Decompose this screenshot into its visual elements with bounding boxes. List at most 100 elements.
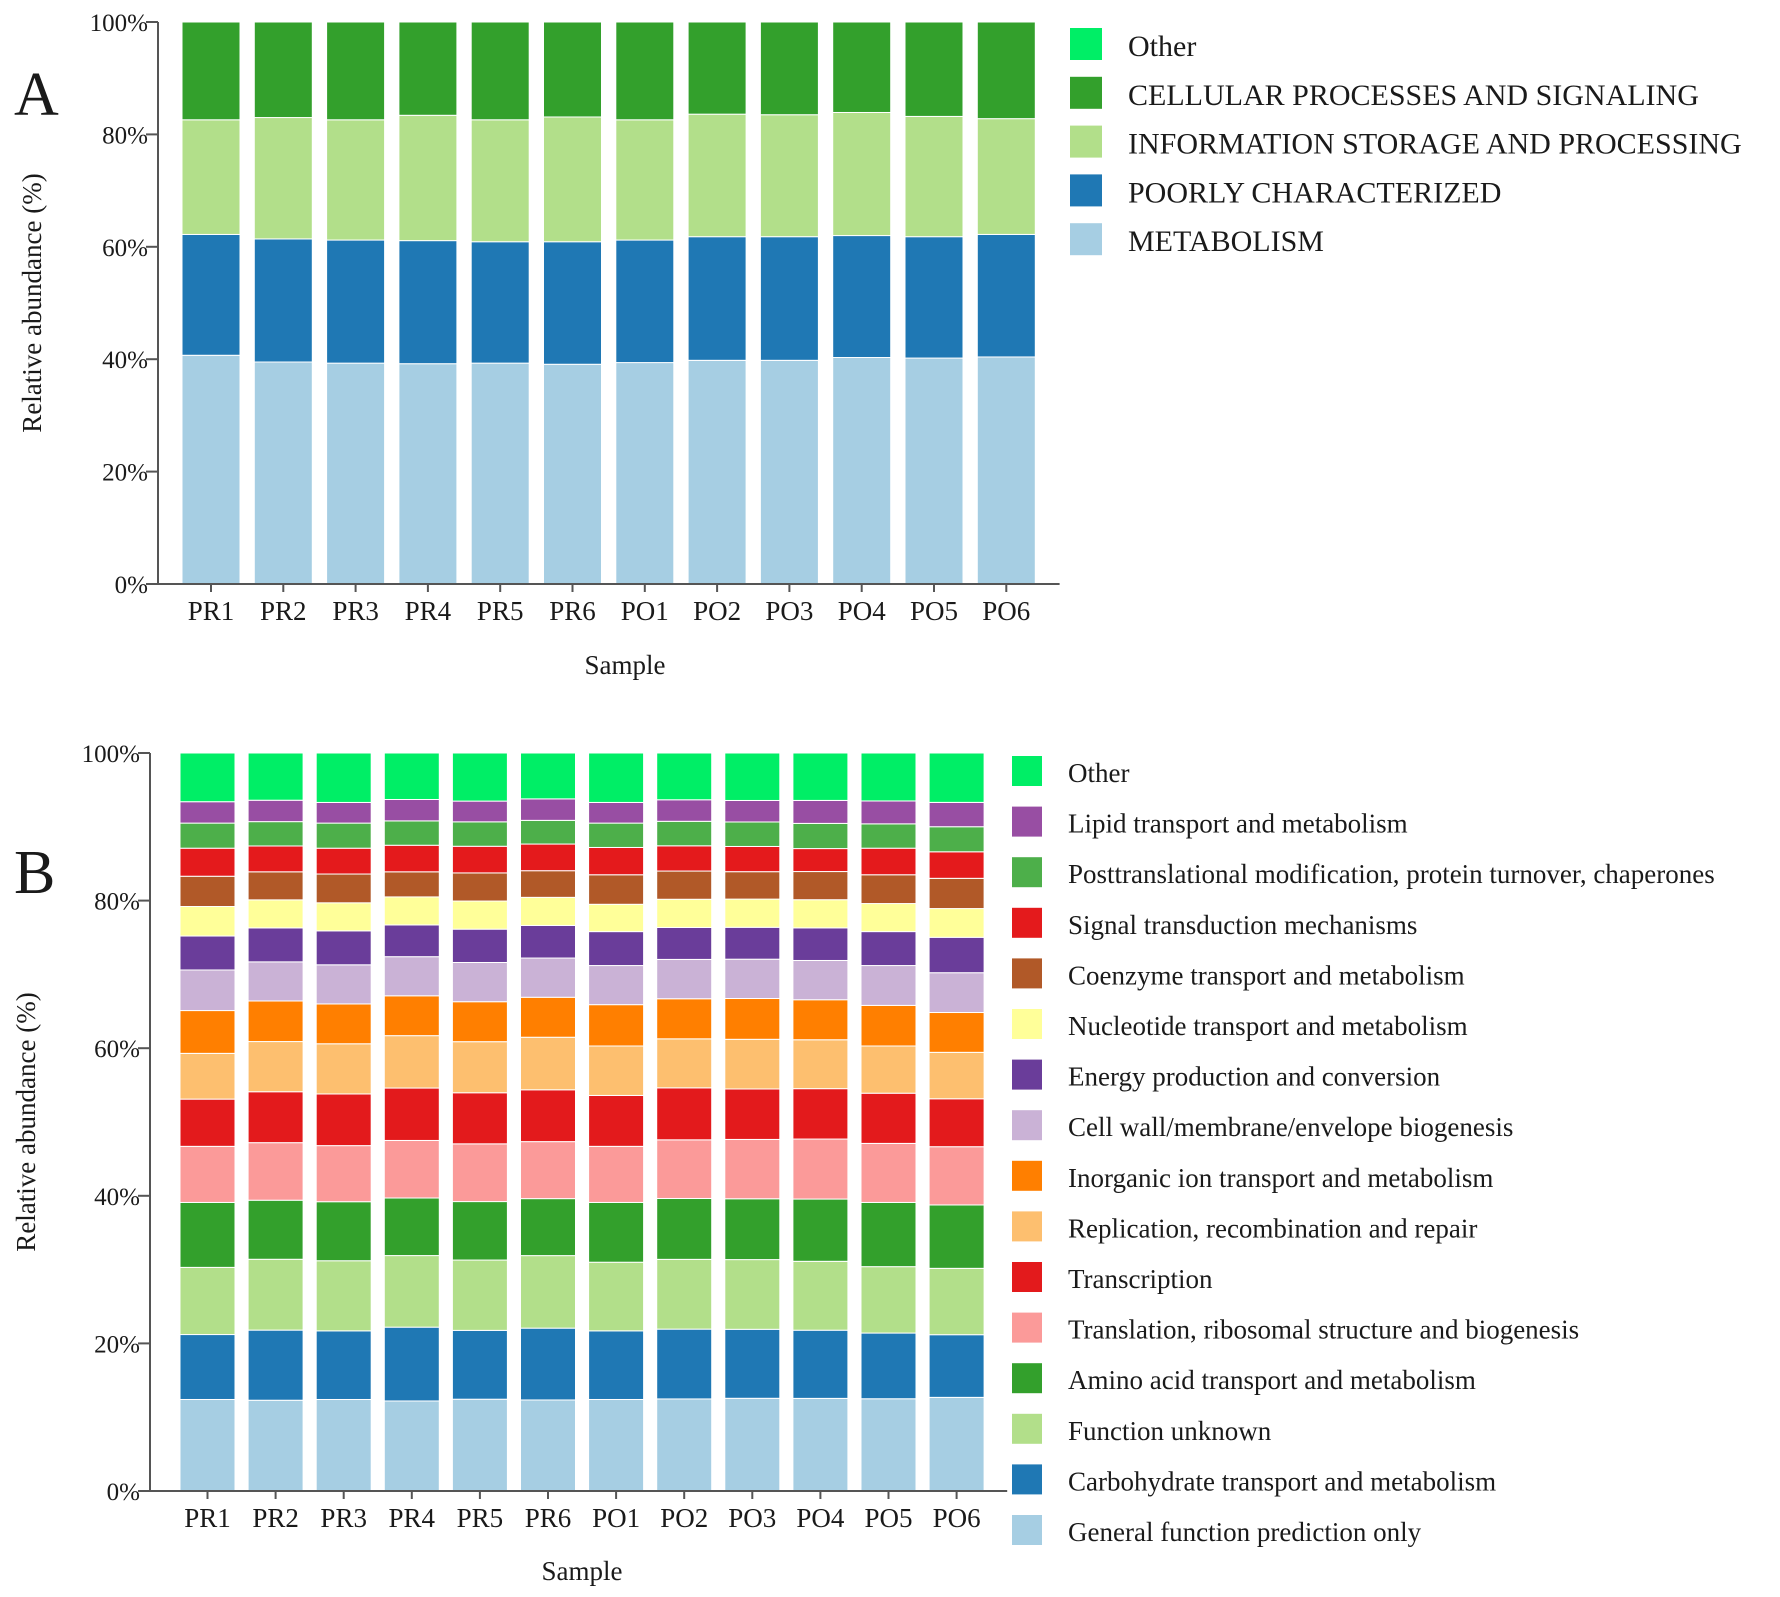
legend-label-b-replication-recombination-and-repair: Replication, recombination and repair [1068,1213,1477,1243]
bar-b-pr3-replication-recombination-and-repair [315,1043,372,1095]
x-axis-title-b: Sample [542,1556,623,1586]
legend-label-b-signal-transduction-mechanisms: Signal transduction mechanisms [1068,910,1417,940]
bar-a-pr3-cellular-processes-and-signaling [326,21,386,121]
bar-b-po6-replication-recombination-and-repair [928,1051,985,1100]
bar-b-pr2-other [247,752,304,801]
bar-b-pr5-transcription [451,1092,508,1145]
legend-label-b-posttranslational-modification-protein-turnover-chaperones: Posttranslational modification, protein … [1068,859,1715,889]
bar-b-pr4-lipid-transport-and-metabolism [383,798,440,822]
bar-b-po4-general-function-prediction-only [792,1397,849,1492]
bar-a-po4-information-storage-and-processing [832,111,892,237]
bar-b-po6-translation-ribosomal-structure-and-biogenesis [928,1146,985,1206]
x-tick-label-a-po2: PO2 [693,596,741,626]
bar-b-po1-replication-recombination-and-repair [588,1045,645,1096]
bar-a-pr3-metabolism [326,362,386,585]
bar-a-po3-cellular-processes-and-signaling [759,21,819,116]
bar-b-po6-general-function-prediction-only [928,1396,985,1492]
bar-b-po1-energy-production-and-conversion [588,931,645,967]
bar-b-po2-lipid-transport-and-metabolism [656,799,713,822]
bar-a-po2-cellular-processes-and-signaling [687,21,747,115]
bar-b-po5-general-function-prediction-only [860,1398,917,1492]
bar-b-po6-other [928,752,985,803]
bar-b-pr5-coenzyme-transport-and-metabolism [451,872,508,902]
bar-b-pr5-nucleotide-transport-and-metabolism [451,900,508,930]
x-tick-label-a-po1: PO1 [621,596,669,626]
x-tick-label-a-po3: PO3 [765,596,813,626]
bar-a-po6-information-storage-and-processing [976,118,1036,235]
bar-b-pr6-transcription [520,1089,576,1143]
bar-b-pr6-function-unknown [520,1255,576,1329]
bar-b-po5-function-unknown [860,1266,917,1334]
legend-label-a-metabolism: METABOLISM [1128,225,1324,258]
x-tick-label-a-po4: PO4 [838,596,887,626]
bar-b-po4-posttranslational-modification-protein-turnover-chaperones [792,822,849,850]
bar-b-pr3-carbohydrate-transport-and-metabolism [315,1330,372,1400]
bar-b-pr4-cell-wall-membrane-envelope-biogenesis [383,956,440,997]
bar-b-pr5-amino-acid-transport-and-metabolism [451,1201,508,1261]
bar-a-po2-poorly-characterized [687,236,747,361]
y-tick-label-b: 100% [82,741,140,768]
legend-swatch-b-inorganic-ion-transport-and-metabolism [1012,1160,1042,1191]
x-tick-label-a-pr5: PR5 [477,596,524,626]
bar-b-po1-transcription [588,1094,645,1147]
bar-b-po6-posttranslational-modification-protein-turnover-chaperones [928,826,985,853]
legend-label-b-energy-production-and-conversion: Energy production and conversion [1068,1062,1441,1092]
bar-b-po6-signal-transduction-mechanisms [928,851,985,879]
bar-b-po3-other [724,752,781,801]
bar-b-po1-cell-wall-membrane-envelope-biogenesis [588,965,645,1006]
x-tick-label-b-po3: PO3 [728,1503,776,1533]
bar-b-pr4-coenzyme-transport-and-metabolism [383,871,440,898]
legend-swatch-b-replication-recombination-and-repair [1012,1211,1042,1242]
bar-b-pr5-inorganic-ion-transport-and-metabolism [451,1001,508,1043]
bar-b-pr2-amino-acid-transport-and-metabolism [247,1199,304,1260]
bar-a-pr2-poorly-characterized [253,238,313,363]
bar-b-po6-amino-acid-transport-and-metabolism [928,1204,985,1269]
bar-b-pr5-lipid-transport-and-metabolism [451,800,508,823]
bar-b-pr4-replication-recombination-and-repair [383,1035,440,1089]
bar-b-pr3-function-unknown [315,1260,372,1332]
y-tick-label-b: 0% [107,1479,140,1506]
bar-b-pr5-general-function-prediction-only [451,1398,508,1492]
x-tick-label-a-po6: PO6 [982,596,1030,626]
bar-b-po6-lipid-transport-and-metabolism [928,801,985,828]
bar-b-po1-function-unknown [588,1261,645,1332]
bar-b-pr4-translation-ribosomal-structure-and-biogenesis [383,1139,440,1199]
bar-b-pr2-signal-transduction-mechanisms [247,845,304,873]
bar-b-pr4-amino-acid-transport-and-metabolism [383,1197,440,1257]
legend-swatch-b-lipid-transport-and-metabolism [1012,806,1042,837]
bar-a-po1-cellular-processes-and-signaling [615,21,675,121]
bar-b-pr6-nucleotide-transport-and-metabolism [520,896,576,926]
legend-swatch-b-transcription [1012,1262,1042,1292]
bar-b-po3-posttranslational-modification-protein-turnover-chaperones [724,821,781,847]
legend-swatch-b-signal-transduction-mechanisms [1012,907,1042,938]
bar-b-pr2-energy-production-and-conversion [247,927,304,963]
bar-b-pr2-inorganic-ion-transport-and-metabolism [247,1000,304,1043]
bar-b-pr4-posttranslational-modification-protein-turnover-chaperones [383,820,440,846]
bar-b-po3-carbohydrate-transport-and-metabolism [724,1328,781,1399]
bar-a-pr2-information-storage-and-processing [253,117,313,240]
bar-a-po3-poorly-characterized [759,236,819,361]
bar-b-po4-inorganic-ion-transport-and-metabolism [792,999,849,1041]
bar-b-pr1-energy-production-and-conversion [179,935,236,971]
chart-b: 0% 20% 40% 60% 80% 100% PR1 PR2 PR3 PR4 PR5 PR6 PO1 P… [11,741,1715,1586]
legend-swatch-b-translation-ribosomal-structure-and-biogenesis [1012,1312,1042,1343]
bar-b-po3-translation-ribosomal-structure-and-biogenesis [724,1138,781,1200]
x-tick-label-b-pr4: PR4 [389,1503,436,1533]
x-tick-label-a-pr3: PR3 [332,596,379,626]
bar-b-pr2-nucleotide-transport-and-metabolism [247,899,304,929]
bar-b-po4-amino-acid-transport-and-metabolism [792,1198,849,1262]
bar-a-pr1-poorly-characterized [181,233,241,356]
bar-b-po6-nucleotide-transport-and-metabolism [928,908,985,938]
bar-a-po4-cellular-processes-and-signaling [832,21,892,113]
bar-b-pr6-amino-acid-transport-and-metabolism [520,1198,576,1257]
bar-a-po5-metabolism [904,357,964,585]
bar-b-po6-function-unknown [928,1267,985,1336]
bar-b-po2-energy-production-and-conversion [656,926,713,960]
bar-b-pr2-transcription [247,1091,304,1144]
bar-b-po3-function-unknown [724,1259,781,1330]
legend-swatch-b-amino-acid-transport-and-metabolism [1012,1363,1042,1394]
bar-a-po3-metabolism [759,359,819,585]
bar-b-pr5-replication-recombination-and-repair [451,1041,508,1094]
legend-label-b-inorganic-ion-transport-and-metabolism: Inorganic ion transport and metabolism [1068,1163,1493,1193]
bar-b-po3-general-function-prediction-only [724,1397,781,1492]
